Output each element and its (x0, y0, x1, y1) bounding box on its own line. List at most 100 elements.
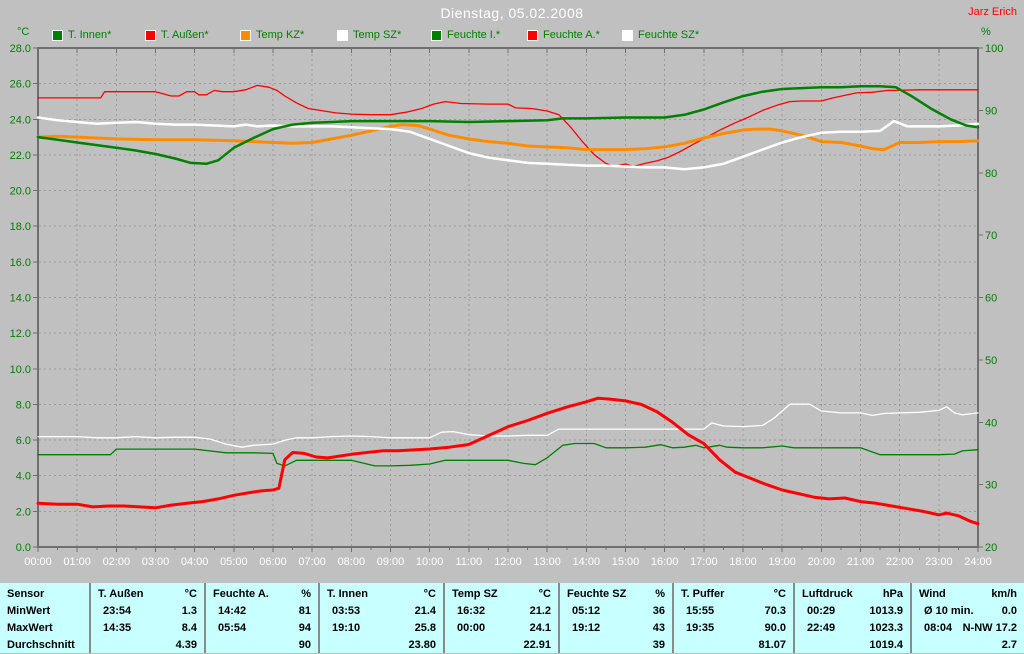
legend-swatch (527, 29, 538, 41)
stats-group-feuchte-a: Feuchte A.% 14:42 81 05:54 94 90 (204, 583, 318, 653)
sensor-unit: °C (538, 588, 551, 600)
max-time: 19:35 (686, 622, 715, 634)
table-row: 23.80 (320, 637, 443, 654)
legend-label: T. Außen* (161, 29, 209, 41)
table-row: Durchschnitt (0, 637, 89, 654)
x-axis-tick: 17:00 (690, 556, 718, 568)
table-row: 05:54 94 (206, 620, 318, 637)
x-axis-tick: 06:00 (259, 556, 287, 568)
sensor-name: Luftdruck (802, 588, 853, 600)
avg-value: 22.91 (523, 639, 551, 651)
table-row: 15:55 70.3 (674, 603, 793, 620)
x-axis-tick: 10:00 (416, 556, 444, 568)
right-axis-tick: 90 (985, 105, 997, 117)
series-temp-sz (36, 116, 980, 171)
avg-value: 2.7 (1001, 639, 1017, 651)
table-row: T. Puffer °C (674, 586, 793, 603)
min-time: 14:42 (218, 605, 247, 617)
min-value: 1.3 (181, 605, 197, 617)
table-row: 2.7 (912, 637, 1024, 654)
min-time: 00:29 (807, 605, 836, 617)
left-axis-tick: 28.0 (10, 43, 31, 55)
table-row: 4.39 (91, 637, 204, 654)
x-axis-tick: 05:00 (220, 556, 248, 568)
max-value: 90.0 (764, 622, 786, 634)
max-value: 25.8 (414, 622, 436, 634)
max-value: 1023.3 (869, 622, 903, 634)
sensor-name: Wind (919, 588, 946, 600)
x-axis-tick: 15:00 (612, 556, 640, 568)
x-axis-tick: 20:00 (808, 556, 836, 568)
max-time: 08:04 (924, 622, 953, 634)
legend-label: Feuchte SZ* (638, 29, 700, 41)
table-row: Feuchte A.% (206, 586, 318, 603)
stats-table: Sensor MinWert MaxWert Durchschnitt T. Außen… (0, 583, 1024, 653)
legend-item-temp-sz: Temp SZ* (337, 29, 401, 41)
legend-label: Temp SZ* (353, 29, 402, 41)
left-axis-tick: 2.0 (16, 506, 31, 518)
table-row: 08:04 N-NW 17.2 (912, 620, 1024, 637)
table-row: 00:00 24.1 (445, 620, 558, 637)
left-axis-unit: °C (17, 26, 30, 38)
right-axis-unit: % (981, 26, 991, 38)
x-axis-tick: 03:00 (142, 556, 170, 568)
series-feuchte-i (37, 442, 979, 467)
legend-label: Feuchte A.* (543, 29, 600, 41)
right-axis-tick: 60 (985, 293, 997, 305)
table-row: Sensor (0, 586, 89, 603)
stats-group-t-puffer: T. Puffer °C 15:55 70.3 19:35 90.0 81.07 (672, 583, 793, 653)
series-feuchte-sz (37, 403, 979, 448)
stats-group-t-aussen: T. Außen °C 23:54 1.3 14:35 8.4 4.39 (89, 583, 204, 653)
x-axis-tick: 14:00 (573, 556, 601, 568)
stats-group-t-innen: T. Innen °C 03:53 21.4 19:10 25.8 23.80 (318, 583, 443, 653)
x-axis-tick: 21:00 (847, 556, 875, 568)
max-time: 22:49 (807, 622, 836, 634)
legend-swatch (431, 29, 442, 41)
x-axis-tick: 09:00 (377, 556, 405, 568)
right-axis-tick: 20 (985, 542, 997, 554)
left-axis-tick: 18.0 (10, 221, 31, 233)
sensor-name: T. Innen (327, 588, 368, 600)
left-axis-tick: 12.0 (10, 328, 31, 340)
max-value: N-NW 17.2 (962, 622, 1017, 634)
x-axis-tick: 08:00 (338, 556, 366, 568)
legend-item-temp-kz: Temp KZ* (240, 29, 304, 41)
table-row: 1019.4 (795, 637, 910, 654)
legend-item-t-innen: T. Innen* (52, 29, 111, 41)
right-axis-tick: 40 (985, 417, 997, 429)
x-axis-tick: 24:00 (964, 556, 992, 568)
row-label: MaxWert (7, 622, 53, 634)
table-row: 16:32 21.2 (445, 603, 558, 620)
table-row: 19:35 90.0 (674, 620, 793, 637)
left-axis-tick: 4.0 (16, 471, 31, 483)
stats-row-labels: Sensor MinWert MaxWert Durchschnitt (0, 583, 89, 653)
stats-group-luftdruck: Luftdruck hPa 00:29 1013.9 22:49 1023.3 1019.4 (793, 583, 910, 653)
stats-group-wind: Wind km/h Ø 10 min. 0.0 08:04 N-NW 17.2 2.7 (910, 583, 1024, 653)
table-row: 19:12 43 (560, 620, 672, 637)
legend-swatch (145, 29, 156, 41)
x-axis-tick: 07:00 (298, 556, 326, 568)
row-label: Sensor (7, 588, 45, 600)
min-time: 16:32 (457, 605, 486, 617)
x-axis-tick: 02:00 (103, 556, 131, 568)
max-time: 05:54 (218, 622, 247, 634)
series-feuchte-a (37, 84, 979, 168)
min-time: 23:54 (103, 605, 132, 617)
x-axis-tick: 13:00 (533, 556, 561, 568)
x-axis-tick: 01:00 (63, 556, 91, 568)
min-value: 21.2 (529, 605, 551, 617)
min-value: 21.4 (414, 605, 436, 617)
avg-value: 39 (652, 639, 665, 651)
x-axis-tick: 11:00 (455, 556, 482, 568)
x-axis-tick: 23:00 (925, 556, 953, 568)
sensor-unit: % (655, 588, 665, 600)
legend-label: Temp KZ* (256, 29, 305, 41)
stats-group-temp-sz: Temp SZ °C 16:32 21.2 00:00 24.1 22.91 (443, 583, 558, 653)
legend-swatch (337, 29, 348, 41)
table-row: MaxWert (0, 620, 89, 637)
avg-value: 90 (298, 639, 311, 651)
table-row: Wind km/h (912, 586, 1024, 603)
sensor-unit: °C (423, 588, 436, 600)
x-axis-tick: 18:00 (729, 556, 757, 568)
table-row: 90 (206, 637, 318, 654)
